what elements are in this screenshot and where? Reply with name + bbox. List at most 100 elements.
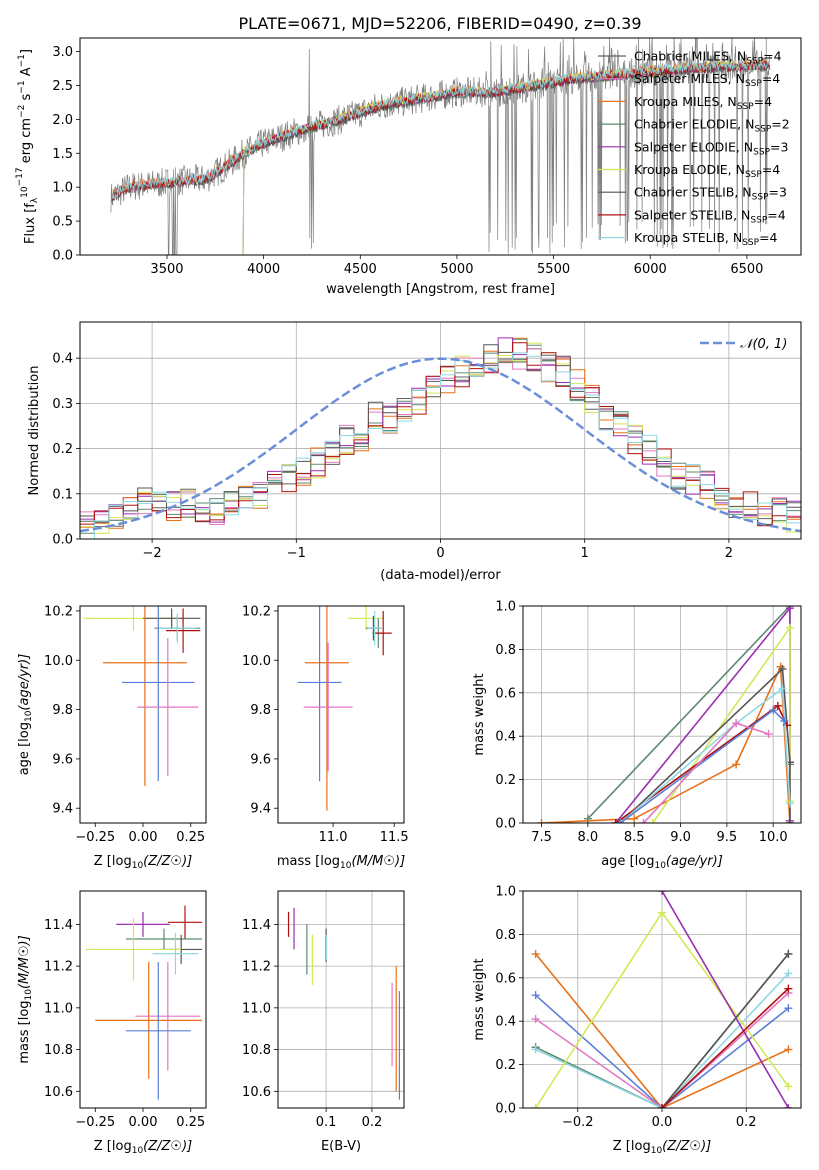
weight-marker — [785, 819, 794, 823]
y-tick-label: 0.6 — [495, 686, 516, 701]
model-spectrum-line — [111, 59, 770, 199]
x-tick-label: 0.00 — [129, 1115, 158, 1130]
y-tick-label: 2.0 — [52, 113, 73, 128]
weight-marker — [784, 1045, 793, 1054]
y-tick-label: 11.0 — [242, 1001, 271, 1016]
y-tick-label: 10.8 — [242, 1043, 271, 1058]
weight-lines — [537, 606, 794, 823]
x-tick-label: 5500 — [537, 262, 570, 277]
weight-marker — [583, 814, 592, 823]
mass-vs-ebv-panel: 0.1 0.2 10.6 10.8 11.0 11.2 11.4 E(B-V) — [242, 890, 405, 1154]
weight-series-line — [661, 891, 790, 1108]
weight-marker — [784, 1104, 793, 1108]
y-tick-label: 10.0 — [242, 654, 271, 669]
x-axis-label: Z [log10(Z/Z☉)] — [94, 854, 192, 871]
weight-marker — [531, 1045, 540, 1054]
x-tick-label: 9.5 — [717, 830, 738, 845]
x-tick-label: 10.0 — [759, 830, 788, 845]
axes-frame — [522, 890, 802, 1109]
x-tick-label: 0.2 — [736, 1115, 757, 1130]
y-tick-label: 9.8 — [250, 703, 271, 718]
weight-marker — [616, 819, 625, 823]
y-tick-label: 0.4 — [52, 352, 73, 367]
weight-marker — [732, 760, 741, 769]
model-spectrum-line — [242, 60, 759, 255]
legend-label: Chabrier STELIB, NSSP=3 — [634, 185, 787, 203]
y-tick-label: 0.0 — [495, 1102, 516, 1117]
x-tick-label: 5000 — [440, 262, 473, 277]
weight-vs-age-panel: 7.5 8.0 8.5 9.0 9.5 10.0 0.0 0.2 0.4 0.6 0.8 1.0 age… — [472, 600, 802, 871]
y-tick-label: 0.2 — [495, 1058, 516, 1073]
y-tick-label: 0.6 — [495, 971, 516, 986]
weight-series-line — [619, 686, 791, 823]
weight-marker — [611, 819, 620, 823]
x-tick-label: 11.0 — [319, 830, 348, 845]
x-tick-label: 4500 — [344, 262, 377, 277]
y-tick-label: 11.2 — [242, 960, 271, 975]
y-tick-label: 3.0 — [52, 45, 73, 60]
legend-label: Salpeter MILES, NSSP=4 — [634, 71, 780, 89]
mass-vs-metallicity-panel: −0.25 0.00 0.25 10.6 10.8 11.0 11.2 11.4 Z [log1… — [17, 890, 207, 1156]
x-tick-label: 8.0 — [578, 830, 599, 845]
weight-series-line — [619, 667, 791, 823]
histogram-series — [80, 342, 801, 527]
x-axis-label: Z [log10(Z/Z☉)] — [94, 1139, 192, 1156]
y-tick-label: 10.6 — [242, 1085, 271, 1100]
y-tick-label: 10.2 — [44, 604, 73, 619]
weight-marker — [780, 717, 789, 726]
legend-label: Salpeter ELODIE, NSSP=3 — [634, 139, 788, 157]
weight-marker — [658, 1104, 666, 1108]
y-tick-label: 9.4 — [52, 802, 73, 817]
weight-marker — [630, 814, 639, 823]
legend-label: Kroupa STELIB, NSSP=4 — [634, 230, 778, 248]
weight-marker — [785, 799, 794, 808]
gaussian-curve — [80, 357, 801, 533]
weight-series-line — [652, 625, 791, 823]
legend-label: Kroupa MILES, NSSP=4 — [634, 94, 772, 112]
weight-series-line — [661, 953, 790, 1108]
x-tick-label: 0.25 — [176, 1115, 205, 1130]
x-axis-label: E(B-V) — [321, 1139, 361, 1154]
weight-marker — [658, 908, 666, 917]
legend-label: Chabrier MILES, NSSP=4 — [634, 49, 782, 67]
y-tick-label: 9.8 — [52, 703, 73, 718]
weight-marker — [537, 819, 546, 823]
weight-marker — [658, 891, 666, 895]
weight-series-line — [534, 953, 789, 1108]
weight-vs-metallicity-panel: −0.2 0.0 0.2 0.0 0.2 0.4 0.6 0.8 1.0 Z [log10(Z/Z… — [472, 885, 802, 1156]
weight-series-line — [535, 992, 789, 1108]
axes-frame — [277, 890, 405, 1109]
axes-frame — [79, 605, 207, 824]
y-tick-label: 0.2 — [52, 442, 73, 457]
errorbar-group — [297, 606, 392, 811]
axes-frame — [79, 321, 802, 540]
x-axis-label: Z [log10(Z/Z☉)] — [613, 1139, 711, 1156]
legend: Chabrier MILES, NSSP=4 Salpeter MILES, NS… — [598, 49, 790, 248]
y-tick-label: 10.2 — [242, 604, 271, 619]
age-vs-mass-panel: 11.0 11.5 9.4 9.6 9.8 10.0 10.2 mass [log10(M/M… — [242, 604, 409, 871]
histogram-lines — [80, 337, 801, 539]
weight-marker — [784, 969, 793, 978]
y-tick-label: 0.4 — [495, 1015, 516, 1030]
x-tick-label: 6000 — [634, 262, 667, 277]
y-tick-label: 11.4 — [44, 918, 73, 933]
legend-label: Chabrier ELODIE, NSSP=2 — [634, 117, 790, 135]
y-axis-label: Normed distribution — [27, 366, 42, 496]
x-axis-label: wavelength [Angstrom, rest frame] — [326, 282, 555, 297]
y-tick-label: 0.1 — [52, 487, 73, 502]
x-tick-label: −0.2 — [562, 1115, 594, 1130]
age-vs-metallicity-panel: −0.25 0.00 0.25 9.4 9.6 9.8 10.0 10.2 Z [log10(Z… — [17, 604, 207, 871]
y-tick-label: 0.0 — [52, 249, 73, 264]
model-spectrum-line — [111, 59, 771, 201]
errorbar-group — [287, 907, 401, 1100]
x-tick-label: 2 — [725, 546, 733, 561]
y-tick-label: 1.5 — [52, 147, 73, 162]
x-tick-label: 0.2 — [362, 1115, 383, 1130]
figure-title: PLATE=0671, MJD=52206, FIBERID=0490, z=0… — [238, 14, 641, 33]
axes-frame — [277, 605, 405, 824]
y-tick-label: 0.8 — [495, 928, 516, 943]
x-tick-label: −0.25 — [75, 1115, 115, 1130]
x-tick-label: 0.0 — [652, 1115, 673, 1130]
spectrum-lines — [110, 38, 771, 255]
